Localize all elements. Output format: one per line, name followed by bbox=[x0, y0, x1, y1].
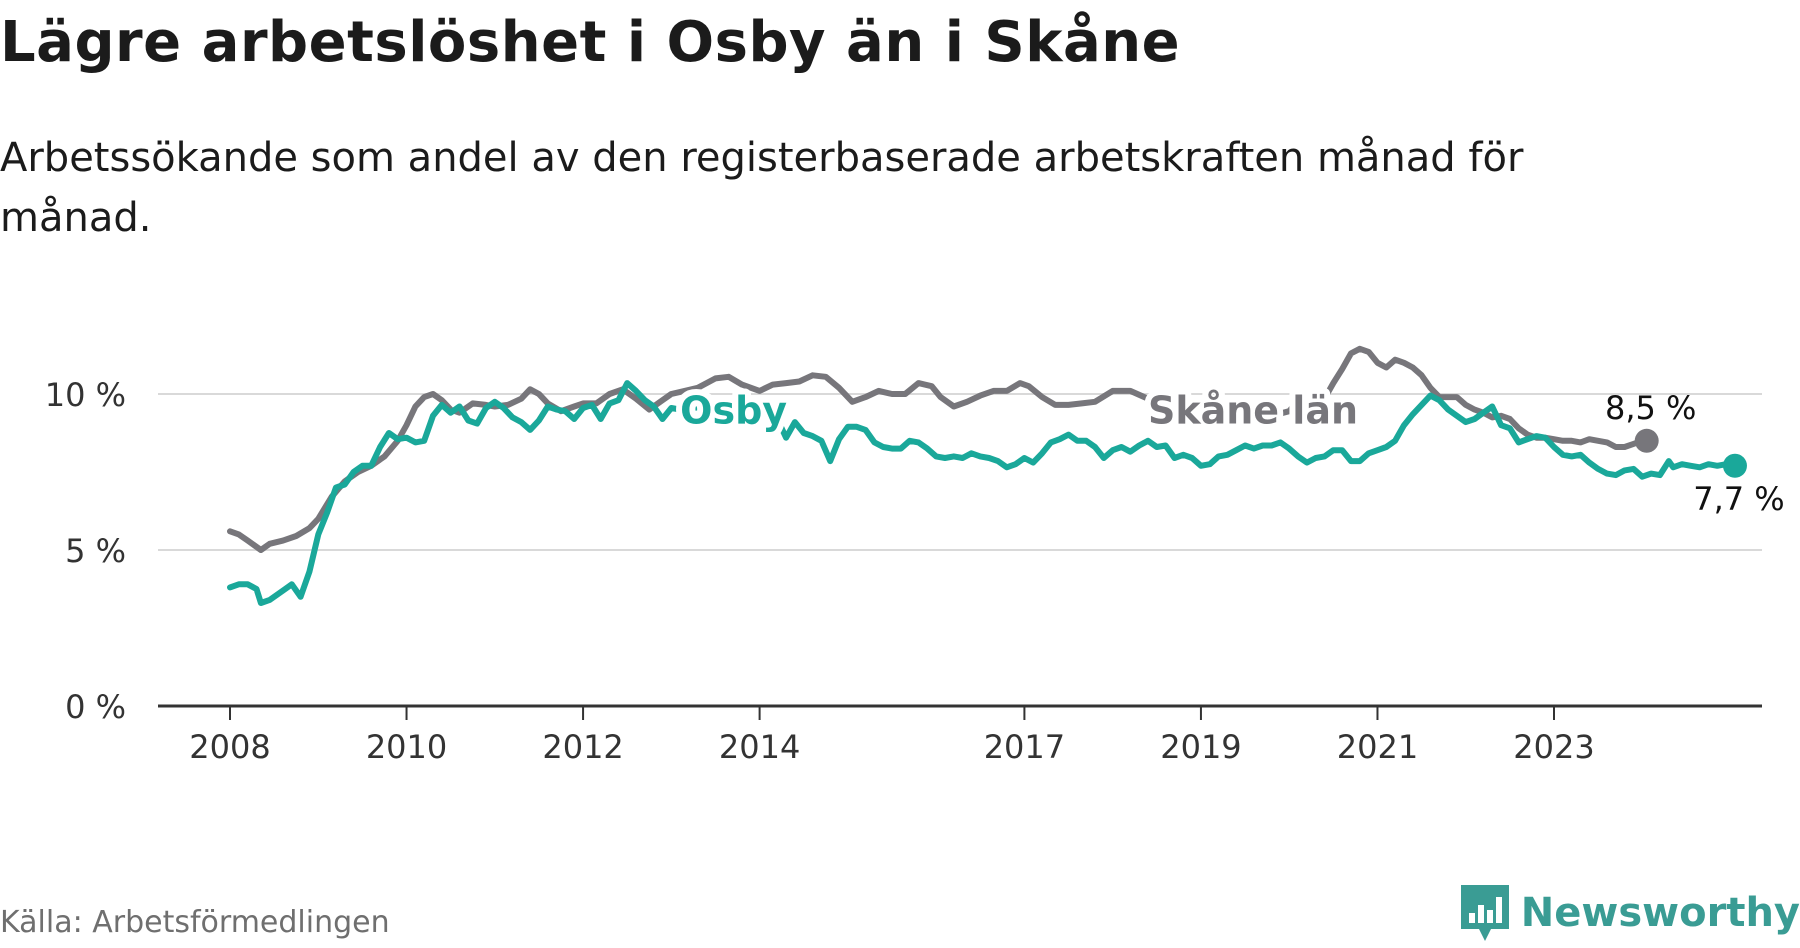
y-tick-label: 0 % bbox=[65, 688, 126, 726]
newsworthy-logo-icon bbox=[1460, 885, 1509, 941]
chart-subtitle: Arbetssökande som andel av den registerb… bbox=[0, 135, 1524, 241]
brand-name: Newsworthy bbox=[1520, 890, 1800, 936]
chart-title: Lägre arbetslöshet i Osby än i Skåne bbox=[0, 10, 1181, 75]
brand-logo[interactable]: Newsworthy bbox=[1459, 883, 1800, 943]
y-axis-ticks: 0 % 5 % 10 % bbox=[45, 376, 126, 726]
x-tick-label: 2010 bbox=[366, 728, 447, 766]
x-tick-label: 2019 bbox=[1160, 728, 1241, 766]
x-tick-label: 2017 bbox=[984, 728, 1065, 766]
y-tick-label: 10 % bbox=[45, 376, 126, 414]
source-note: Källa: Arbetsförmedlingen bbox=[0, 905, 390, 940]
x-tick-label: 2008 bbox=[189, 728, 270, 766]
series-label-halo: Osby bbox=[680, 389, 787, 433]
end-value-label: 8,5 % bbox=[1605, 389, 1696, 427]
x-tick-label: 2012 bbox=[542, 728, 623, 766]
series-lines bbox=[227, 345, 1747, 606]
series-label-halo: Skåne län bbox=[1148, 389, 1358, 433]
x-axis: 2008 2010 2012 2014 2017 2019 2021 2023 bbox=[158, 704, 1762, 766]
x-tick-label: 2023 bbox=[1513, 728, 1594, 766]
end-value-label: 7,7 % bbox=[1693, 480, 1784, 518]
gridlines bbox=[158, 393, 1762, 551]
x-tick-label: 2021 bbox=[1337, 728, 1418, 766]
end-point-skåne-län bbox=[1634, 428, 1659, 453]
series-label: Osby bbox=[680, 389, 787, 433]
end-point-osby bbox=[1722, 453, 1747, 478]
series-label: Skåne län bbox=[1148, 389, 1358, 433]
series-line-skåne-län bbox=[227, 345, 1650, 553]
y-tick-label: 5 % bbox=[65, 532, 126, 570]
x-tick-label: 2014 bbox=[719, 728, 800, 766]
series-line-osby bbox=[227, 380, 1738, 606]
